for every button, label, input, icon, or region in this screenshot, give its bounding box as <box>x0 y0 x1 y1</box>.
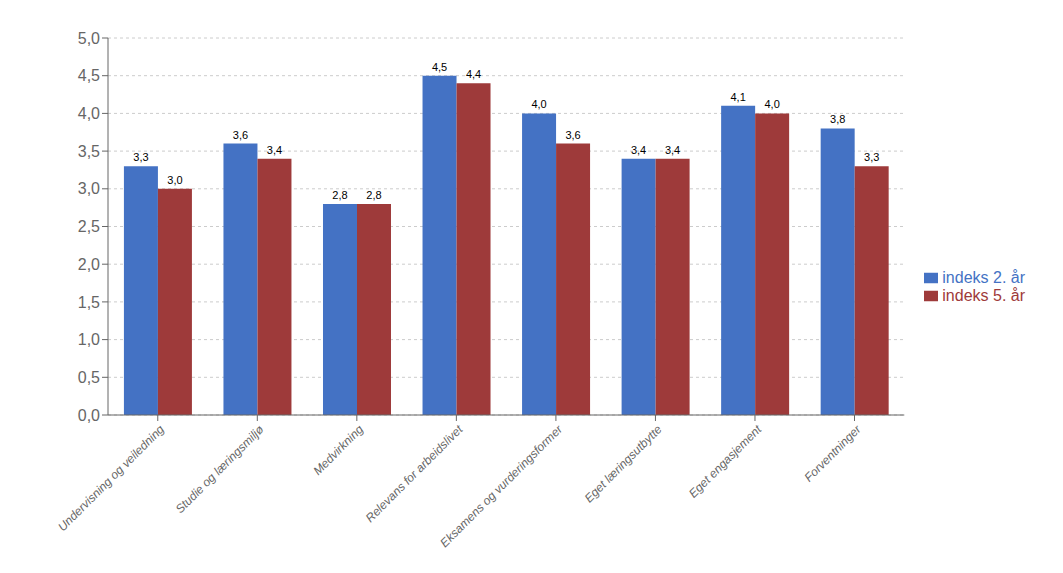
svg-text:1,5: 1,5 <box>78 294 100 311</box>
html-text:indeks 5. år: indeks 5. år <box>942 286 1025 304</box>
html-text:indeks 2. år: indeks 2. år <box>942 268 1025 286</box>
svg-text:4,5: 4,5 <box>432 61 447 73</box>
svg-text:Eget læringsutbytte: Eget læringsutbytte <box>582 422 665 505</box>
svg-text:4,0: 4,0 <box>764 98 779 110</box>
svg-text:2,0: 2,0 <box>78 256 100 273</box>
svg-text:Undervisning og veiledning: Undervisning og veiledning <box>55 422 167 534</box>
svg-text:3,6: 3,6 <box>233 129 248 141</box>
svg-text:Forventninger: Forventninger <box>801 422 864 485</box>
svg-text:3,8: 3,8 <box>830 113 845 125</box>
svg-text:4,0: 4,0 <box>78 105 100 122</box>
svg-text:2,5: 2,5 <box>78 218 100 235</box>
svg-text:3,0: 3,0 <box>78 180 100 197</box>
svg-text:Studie og læringsmiljø: Studie og læringsmiljø <box>173 422 267 516</box>
svg-text:4,5: 4,5 <box>78 67 100 84</box>
svg-text:4,0: 4,0 <box>531 98 546 110</box>
svg-text:5,0: 5,0 <box>78 30 100 47</box>
svg-text:3,0: 3,0 <box>167 174 182 186</box>
svg-text:3,3: 3,3 <box>864 151 879 163</box>
svg-text:Relevans for arbeidslivet: Relevans for arbeidslivet <box>363 422 466 525</box>
svg-text:Medvirkning: Medvirkning <box>310 422 366 478</box>
svg-text:4,1: 4,1 <box>730 91 745 103</box>
svg-text:3,4: 3,4 <box>631 144 646 156</box>
svg-text:3,6: 3,6 <box>565 129 580 141</box>
svg-text:1,0: 1,0 <box>78 331 100 348</box>
svg-text:2,8: 2,8 <box>366 189 381 201</box>
svg-text:3,3: 3,3 <box>133 151 148 163</box>
svg-text:0,5: 0,5 <box>78 369 100 386</box>
svg-text:3,4: 3,4 <box>267 144 282 156</box>
svg-text:3,5: 3,5 <box>78 143 100 160</box>
svg-text:3,4: 3,4 <box>665 144 680 156</box>
svg-text:Eksamens og vurderingsformer: Eksamens og vurderingsformer <box>437 422 566 551</box>
svg-text:0,0: 0,0 <box>78 407 100 424</box>
svg-text:4,4: 4,4 <box>466 68 481 80</box>
svg-text:Eget engasjement: Eget engasjement <box>686 422 765 501</box>
svg-text:2,8: 2,8 <box>332 189 347 201</box>
